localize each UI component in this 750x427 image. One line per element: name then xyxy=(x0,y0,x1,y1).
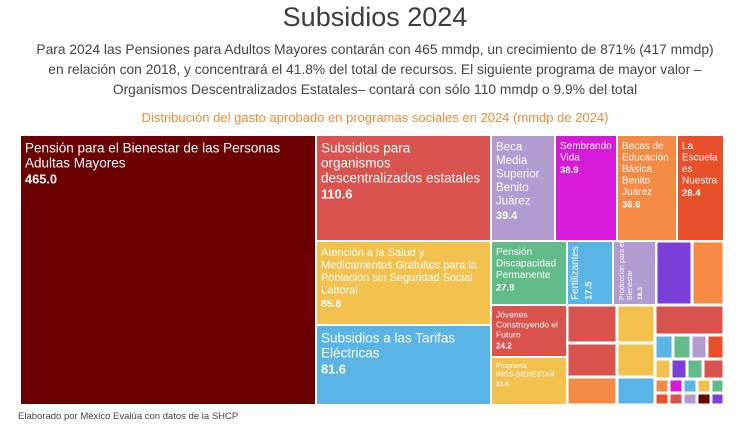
treemap-tile-label: Becas de Educación Básica Benito Juárez xyxy=(622,141,669,198)
treemap-tile: Fertilizantes 17.5 xyxy=(568,242,612,304)
treemap-tile-rect xyxy=(492,136,554,240)
treemap-small-tile xyxy=(656,241,692,305)
treemap-tile: Atención a la Salud y Medicamentos Gratui… xyxy=(317,242,490,324)
treemap-tile-label: Pensión Discapacidad Permanente xyxy=(496,247,556,281)
treemap-tile-value: 24.2 xyxy=(496,342,512,351)
treemap-tile-rect xyxy=(492,242,566,304)
treemap-tile-rect xyxy=(317,136,490,240)
treemap-small-tile xyxy=(567,377,617,405)
treemap-tile-value: 21.6 xyxy=(496,381,509,388)
treemap-small-tile xyxy=(655,393,669,405)
treemap-tile: Pensión para el Bienestar de las Persona… xyxy=(21,136,315,404)
treemap-small-tile xyxy=(692,241,723,305)
treemap-tile-label: Beca Media Superior Benito Juárez xyxy=(496,142,540,208)
treemap-tile-label: Sembrando Vida xyxy=(560,141,612,164)
treemap-chart: Pensión para el Bienestar de las Persona… xyxy=(21,136,723,405)
treemap-small-tile xyxy=(671,359,687,379)
treemap-tile-value: 465.0 xyxy=(25,172,57,187)
treemap-tile-label: Producción para elBienestar xyxy=(619,241,634,300)
treemap-tile: Becas de Educación Básica Benito Juárez 36.6 xyxy=(618,136,676,240)
treemap-small-tile xyxy=(669,393,683,405)
treemap-small-tile xyxy=(617,377,655,405)
treemap-small-tile xyxy=(703,359,723,379)
chart-title: Distribución del gasto aprobado en progr… xyxy=(141,110,609,125)
treemap-tile-rect xyxy=(492,306,566,356)
treemap-tile-label: La Escuela es Nuestra xyxy=(682,141,718,187)
treemap-tile-rect xyxy=(556,136,616,240)
treemap-small-tile xyxy=(655,379,669,393)
treemap-small-tile xyxy=(683,393,697,405)
treemap-tile-rect xyxy=(568,242,612,304)
treemap-small-tile xyxy=(617,305,655,343)
treemap-tile: Subsidios para organismos descentralizados… xyxy=(317,136,490,240)
treemap-small-tile xyxy=(691,335,707,359)
page-title: Subsidios 2024 xyxy=(282,2,468,32)
treemap-small-tile xyxy=(683,379,697,393)
treemap-small-tile xyxy=(655,359,671,379)
treemap-tile-rect xyxy=(678,136,723,240)
treemap-small-tile xyxy=(707,335,723,359)
treemap-tile-rect xyxy=(614,242,655,304)
treemap-tile-label: Programa IMSS-BIENESTAR xyxy=(496,363,555,379)
treemap-small-tile xyxy=(673,335,691,359)
treemap-tile-value: 85.8 xyxy=(321,299,342,310)
treemap-tile-value: 27.9 xyxy=(496,283,515,294)
treemap-tile-rect xyxy=(317,242,490,324)
treemap-small-tile xyxy=(697,379,711,393)
treemap-tile-value: 81.6 xyxy=(321,362,346,377)
treemap-tile-label: Pensión para el Bienestar de las Persona… xyxy=(25,141,280,171)
treemap-tile: Programa IMSS-BIENESTAR 21.6 xyxy=(492,358,566,404)
treemap-tile-label: Subsidios para organismos descentralizados… xyxy=(321,141,480,186)
treemap-tile-value: 38.9 xyxy=(560,165,579,176)
treemap-tile-rect xyxy=(618,136,676,240)
treemap-small-tile xyxy=(567,343,617,377)
treemap-tile-rect xyxy=(492,358,566,404)
treemap-tile-value: 28.4 xyxy=(682,188,701,199)
treemap-tile-value: 17.5 xyxy=(584,281,595,300)
treemap-tile-label: Atención a la Salud y Medicamentos Gratui… xyxy=(321,247,478,297)
treemap-tile-rect xyxy=(21,136,315,404)
treemap-small-tile xyxy=(687,359,703,379)
source-note: Elaborado por México Evalúa con datos de… xyxy=(18,411,239,422)
treemap-tile-value: 36.6 xyxy=(622,200,641,211)
treemap-small-tile xyxy=(655,335,673,359)
treemap-small-tile xyxy=(697,393,711,405)
page-subtitle: Para 2024 las Pensiones para Adultos May… xyxy=(36,42,714,97)
treemap-tile: Jóvenes Construyendo el Futuro 24.2 xyxy=(492,306,566,356)
treemap-tile-value: 39.4 xyxy=(496,210,517,222)
treemap-tile-label: Subsidios a las Tarifas Eléctricas xyxy=(321,331,455,361)
treemap-tile-label: Fertilizantes xyxy=(570,246,581,300)
treemap-small-tile xyxy=(711,379,723,393)
treemap-tile: Pensión Discapacidad Permanente 27.9 xyxy=(492,242,566,304)
treemap-tile-value: 16.3 xyxy=(637,287,644,300)
treemap-small-tile xyxy=(617,343,655,377)
treemap-tile-rect xyxy=(317,326,490,404)
treemap-small-tile xyxy=(567,305,617,343)
treemap-tile: Producción para elBienestar 16.3 xyxy=(614,241,655,304)
treemap-small-tile xyxy=(711,393,723,405)
treemap-tile: Beca Media Superior Benito Juárez 39.4 xyxy=(492,136,554,240)
treemap-small-tile xyxy=(669,379,683,393)
treemap-tile-value: 110.6 xyxy=(321,187,352,202)
treemap-tile-label: Jóvenes Construyendo el Futuro xyxy=(496,310,558,340)
treemap-small-tile xyxy=(655,305,723,335)
